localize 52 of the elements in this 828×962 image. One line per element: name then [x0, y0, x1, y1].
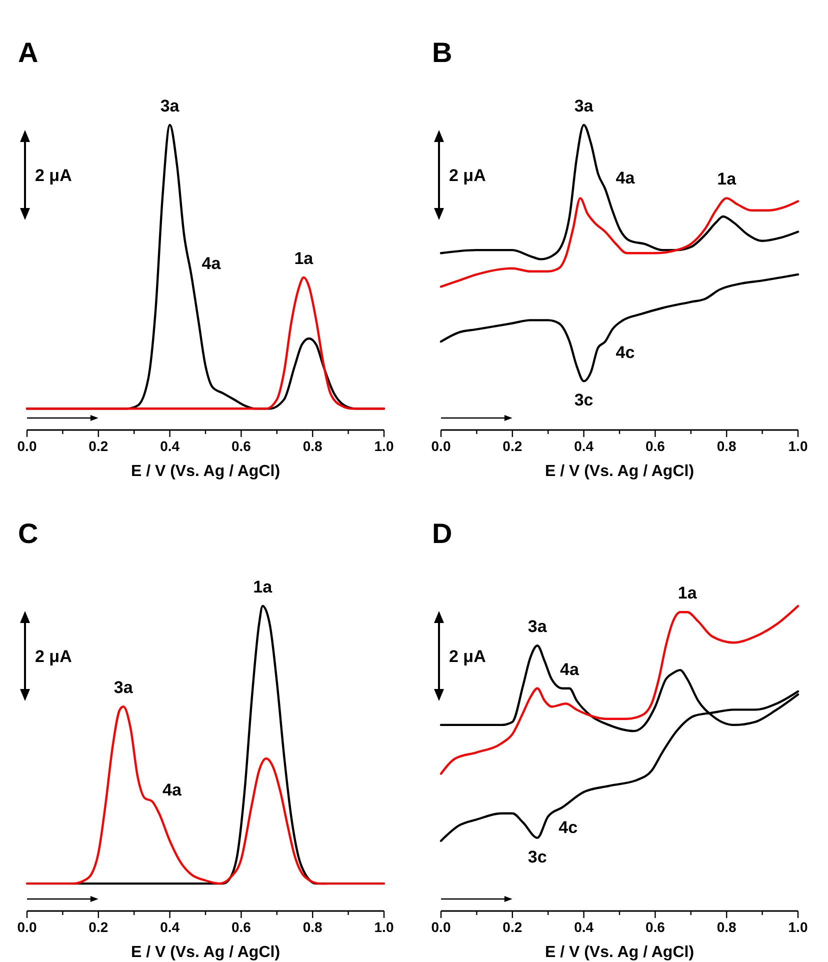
x-tick-label: 0.8 [302, 438, 323, 454]
chart-title: A [18, 37, 38, 68]
annotation: 3a [574, 96, 594, 116]
x-tick-label: 0.6 [231, 438, 252, 454]
x-tick-label: 0.4 [574, 919, 594, 935]
x-axis-title: E / V (Vs. Ag / AgCl) [544, 463, 694, 480]
x-tick-label: 1.0 [788, 919, 808, 935]
x-tick-label: 0.0 [17, 438, 37, 454]
annotation: 1a [717, 170, 737, 189]
annotation: 4a [616, 168, 636, 188]
annotation: 2 μA [449, 647, 486, 666]
x-tick-label: 0.2 [88, 919, 108, 935]
annotation: 4a [202, 254, 222, 273]
x-tick-label: 0.4 [160, 438, 180, 454]
x-tick-label: 0.6 [231, 919, 252, 935]
x-tick-label: 0.0 [17, 919, 37, 935]
annotation: 3a [114, 678, 134, 698]
annotation: 3a [160, 96, 180, 116]
x-tick-label: 0.0 [431, 919, 451, 935]
x-tick-label: 1.0 [788, 438, 808, 454]
annotation: 2 μA [35, 647, 72, 666]
x-tick-label: 0.2 [88, 438, 108, 454]
x-tick-label: 0.4 [574, 438, 594, 454]
x-tick-label: 0.8 [716, 438, 737, 454]
x-tick-label: 0.0 [431, 438, 451, 454]
annotation: 2 μA [449, 166, 486, 185]
x-tick-label: 0.2 [502, 438, 522, 454]
annotation: 3c [528, 847, 547, 866]
annotation: 3c [574, 390, 594, 410]
x-axis-title: E / V (Vs. Ag / AgCl) [130, 463, 280, 480]
x-tick-label: 0.2 [502, 919, 522, 935]
annotation: 4a [560, 660, 580, 679]
x-tick-label: 0.6 [645, 438, 666, 454]
annotation: 1a [678, 584, 698, 603]
x-tick-label: 0.8 [716, 919, 737, 935]
chart-title: C [18, 518, 38, 549]
annotation: 3a [528, 617, 548, 636]
x-tick-label: 0.4 [160, 919, 180, 935]
x-tick-label: 0.6 [645, 919, 666, 935]
annotation: 1a [253, 577, 273, 596]
annotation: 4a [162, 780, 182, 800]
x-axis-title: E / V (Vs. Ag / AgCl) [130, 944, 280, 961]
annotation: 4c [558, 818, 578, 837]
annotation: 4c [616, 343, 635, 362]
x-tick-label: 1.0 [374, 919, 394, 935]
x-axis-title: E / V (Vs. Ag / AgCl) [544, 944, 694, 961]
x-tick-label: 1.0 [374, 438, 394, 454]
annotation: 2 μA [35, 166, 72, 185]
chart-title: D [432, 518, 452, 549]
x-tick-label: 0.8 [302, 919, 323, 935]
annotation: 1a [294, 248, 314, 268]
chart-title: B [432, 37, 452, 68]
